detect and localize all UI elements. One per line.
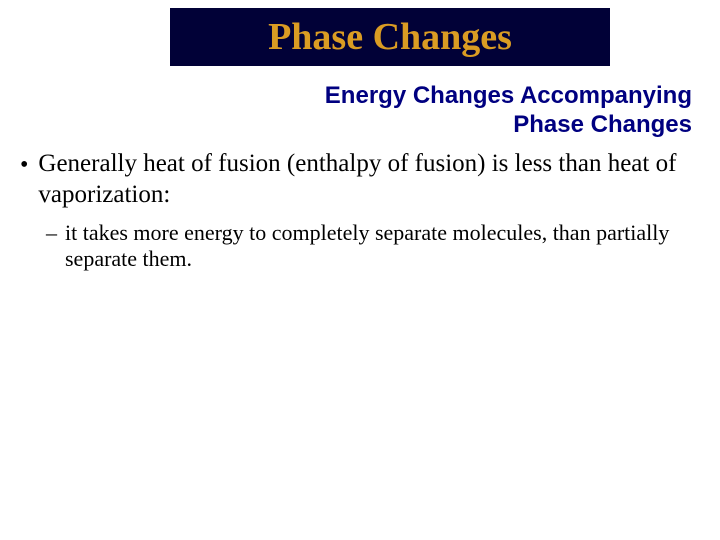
bullet-section: • Generally heat of fusion (enthalpy of …: [20, 148, 692, 215]
sub-bullet-item: – it takes more energy to completely sep…: [46, 220, 692, 273]
sub-bullet-marker: –: [46, 220, 57, 246]
subtitle-line-2: Phase Changes: [325, 111, 692, 140]
subtitle: Energy Changes Accompanying Phase Change…: [325, 82, 692, 140]
slide-title: Phase Changes: [268, 15, 512, 59]
bullet-marker: •: [20, 150, 28, 180]
sub-bullet-text: it takes more energy to completely separ…: [65, 220, 692, 273]
title-box: Phase Changes: [170, 8, 610, 66]
bullet-item: • Generally heat of fusion (enthalpy of …: [20, 148, 692, 211]
sub-bullet-section: – it takes more energy to completely sep…: [46, 220, 692, 273]
bullet-text: Generally heat of fusion (enthalpy of fu…: [38, 148, 692, 211]
subtitle-line-1: Energy Changes Accompanying: [325, 82, 692, 111]
